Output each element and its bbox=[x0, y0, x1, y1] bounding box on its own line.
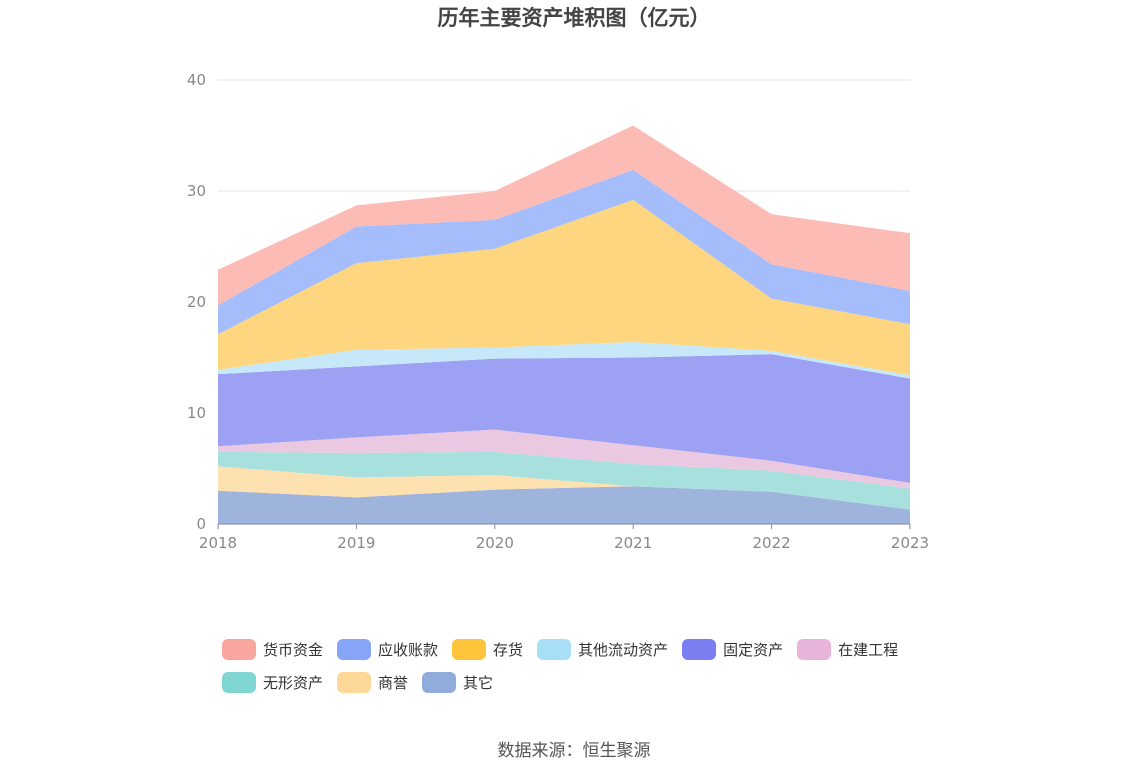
legend: 货币资金 应收账款 存货 其他流动资产 固定资产 在建工程无形资产 商誉 其它 bbox=[222, 638, 942, 693]
area-series-1[interactable] bbox=[218, 466, 910, 510]
axes: 0 10 20 30 40 2018 2019 2020 2021 2022 2023 bbox=[187, 71, 929, 552]
x-tick-label: 2021 bbox=[614, 534, 652, 552]
y-tick-label: 0 bbox=[196, 515, 206, 533]
legend-label: 无形资产 bbox=[263, 673, 324, 692]
area-series bbox=[218, 125, 910, 524]
legend-label: 商誉 bbox=[378, 673, 409, 692]
legend-item[interactable]: 固定资产 bbox=[682, 638, 783, 660]
legend-swatch bbox=[222, 638, 256, 660]
y-tick-label: 10 bbox=[187, 404, 206, 422]
x-tick-label: 2023 bbox=[891, 534, 929, 552]
area-series-2[interactable] bbox=[218, 451, 910, 510]
x-tick-label: 2022 bbox=[753, 534, 791, 552]
x-tick-label: 2019 bbox=[337, 534, 375, 552]
stacked-area-chart: 0 10 20 30 40 2018 2019 2020 2021 2022 2023 bbox=[187, 71, 929, 552]
area-series-6[interactable] bbox=[218, 199, 910, 376]
x-tick-label: 2020 bbox=[476, 534, 514, 552]
legend-label: 固定资产 bbox=[723, 640, 784, 659]
legend-label: 存货 bbox=[493, 640, 524, 659]
area-series-4[interactable] bbox=[218, 354, 910, 483]
legend-item[interactable]: 在建工程 bbox=[797, 638, 898, 660]
legend-swatch bbox=[797, 638, 832, 660]
chart-title: 历年主要资产堆积图（亿元） bbox=[437, 6, 711, 30]
legend-item[interactable]: 无形资产 bbox=[222, 671, 323, 693]
legend-swatch bbox=[337, 638, 372, 660]
legend-label: 货币资金 bbox=[263, 640, 324, 659]
area-series-7[interactable] bbox=[218, 169, 910, 335]
legend-item[interactable]: 其它 bbox=[422, 671, 493, 693]
legend-swatch bbox=[337, 671, 372, 693]
legend-swatch bbox=[452, 638, 487, 660]
legend-label: 在建工程 bbox=[838, 640, 899, 659]
y-tick-label: 40 bbox=[187, 71, 206, 89]
legend-item[interactable]: 应收账款 bbox=[337, 638, 438, 660]
legend-item[interactable]: 商誉 bbox=[337, 671, 408, 693]
data-source: 数据来源：恒生聚源 bbox=[497, 741, 651, 761]
legend-item[interactable]: 其他流动资产 bbox=[537, 638, 668, 660]
legend-swatch bbox=[222, 671, 256, 693]
area-series-8[interactable] bbox=[218, 125, 910, 306]
legend-label: 其它 bbox=[463, 673, 494, 692]
area-series-3[interactable] bbox=[218, 429, 910, 489]
area-series-0[interactable] bbox=[218, 486, 910, 524]
area-series-5[interactable] bbox=[218, 341, 910, 379]
legend-swatch bbox=[422, 671, 457, 693]
legend-swatch bbox=[682, 638, 717, 660]
legend-item[interactable]: 存货 bbox=[452, 638, 523, 660]
y-tick-label: 20 bbox=[187, 293, 206, 311]
legend-label: 其他流动资产 bbox=[578, 640, 669, 659]
legend-item[interactable]: 货币资金 bbox=[222, 638, 323, 660]
legend-label: 应收账款 bbox=[378, 640, 439, 659]
legend-swatch bbox=[537, 638, 572, 660]
y-tick-label: 30 bbox=[187, 182, 206, 200]
x-tick-label: 2018 bbox=[199, 534, 237, 552]
